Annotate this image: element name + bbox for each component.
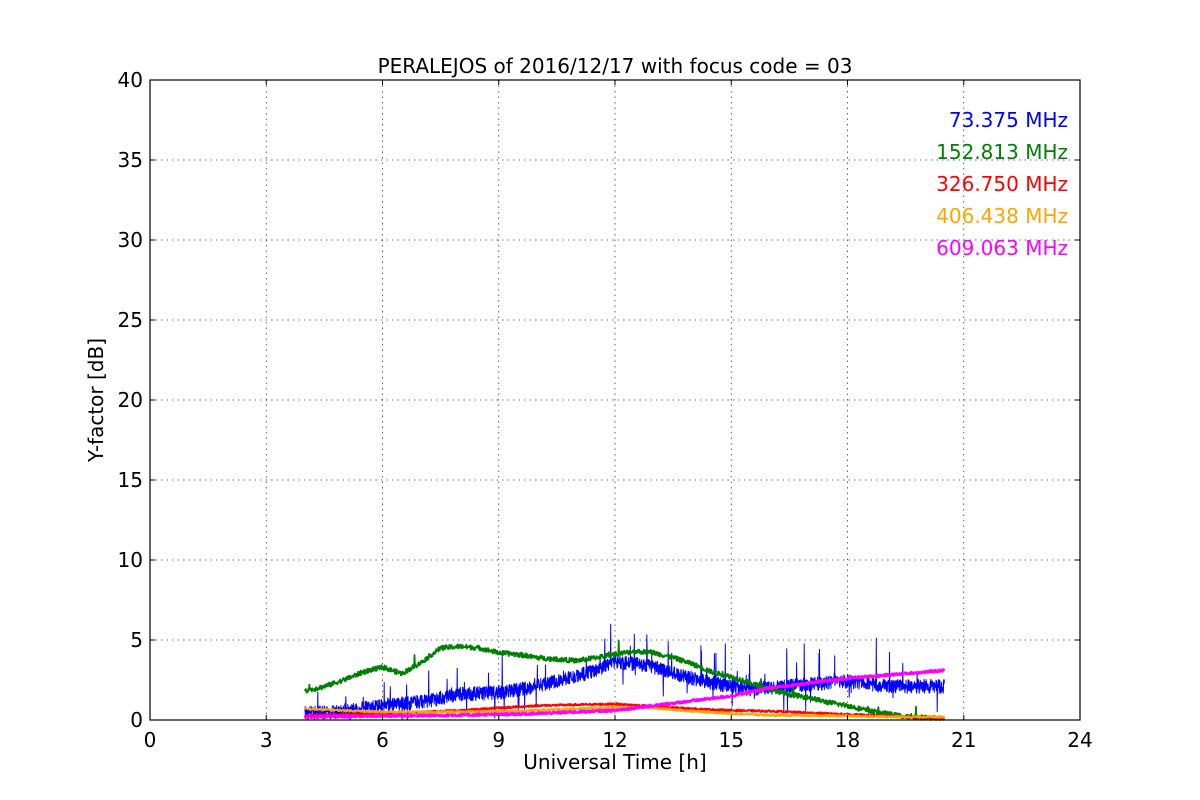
y-tick-label: 25 [118, 308, 143, 332]
x-tick-label: 24 [1067, 728, 1092, 752]
chart-title: PERALEJOS of 2016/12/17 with focus code … [378, 54, 853, 78]
y-axis-label: Y-factor [dB] [84, 338, 108, 463]
y-tick-label: 20 [118, 388, 143, 412]
legend-entry: 152.813 MHz [936, 140, 1068, 164]
x-tick-label: 21 [951, 728, 976, 752]
y-tick-label: 35 [118, 148, 143, 172]
x-tick-label: 0 [144, 728, 157, 752]
y-tick-label: 0 [130, 708, 143, 732]
series-layer [303, 623, 946, 721]
ticks: 0 3 6 9 12 15 18 21 24 0 5 10 15 20 25 30 35 40 [118, 68, 1093, 752]
legend: 73.375 MHz 152.813 MHz 326.750 MHz 406.438 … [936, 108, 1068, 260]
y-tick-label: 5 [130, 628, 143, 652]
x-tick-label: 18 [835, 728, 860, 752]
y-tick-label: 40 [118, 68, 143, 92]
legend-entry: 73.375 MHz [949, 108, 1068, 132]
legend-entry: 609.063 MHz [936, 236, 1068, 260]
x-tick-label: 12 [602, 728, 627, 752]
legend-entry: 406.438 MHz [936, 204, 1068, 228]
legend-entry: 326.750 MHz [936, 172, 1068, 196]
x-tick-label: 6 [376, 728, 389, 752]
series-line [303, 668, 946, 720]
x-tick-label: 9 [492, 728, 505, 752]
y-tick-label: 10 [118, 548, 143, 572]
y-tick-label: 30 [118, 228, 143, 252]
grid [150, 80, 1080, 720]
x-tick-label: 15 [719, 728, 744, 752]
x-axis-label: Universal Time [h] [523, 750, 706, 774]
y-tick-label: 15 [118, 468, 143, 492]
x-tick-label: 3 [260, 728, 273, 752]
series-line [304, 639, 946, 721]
